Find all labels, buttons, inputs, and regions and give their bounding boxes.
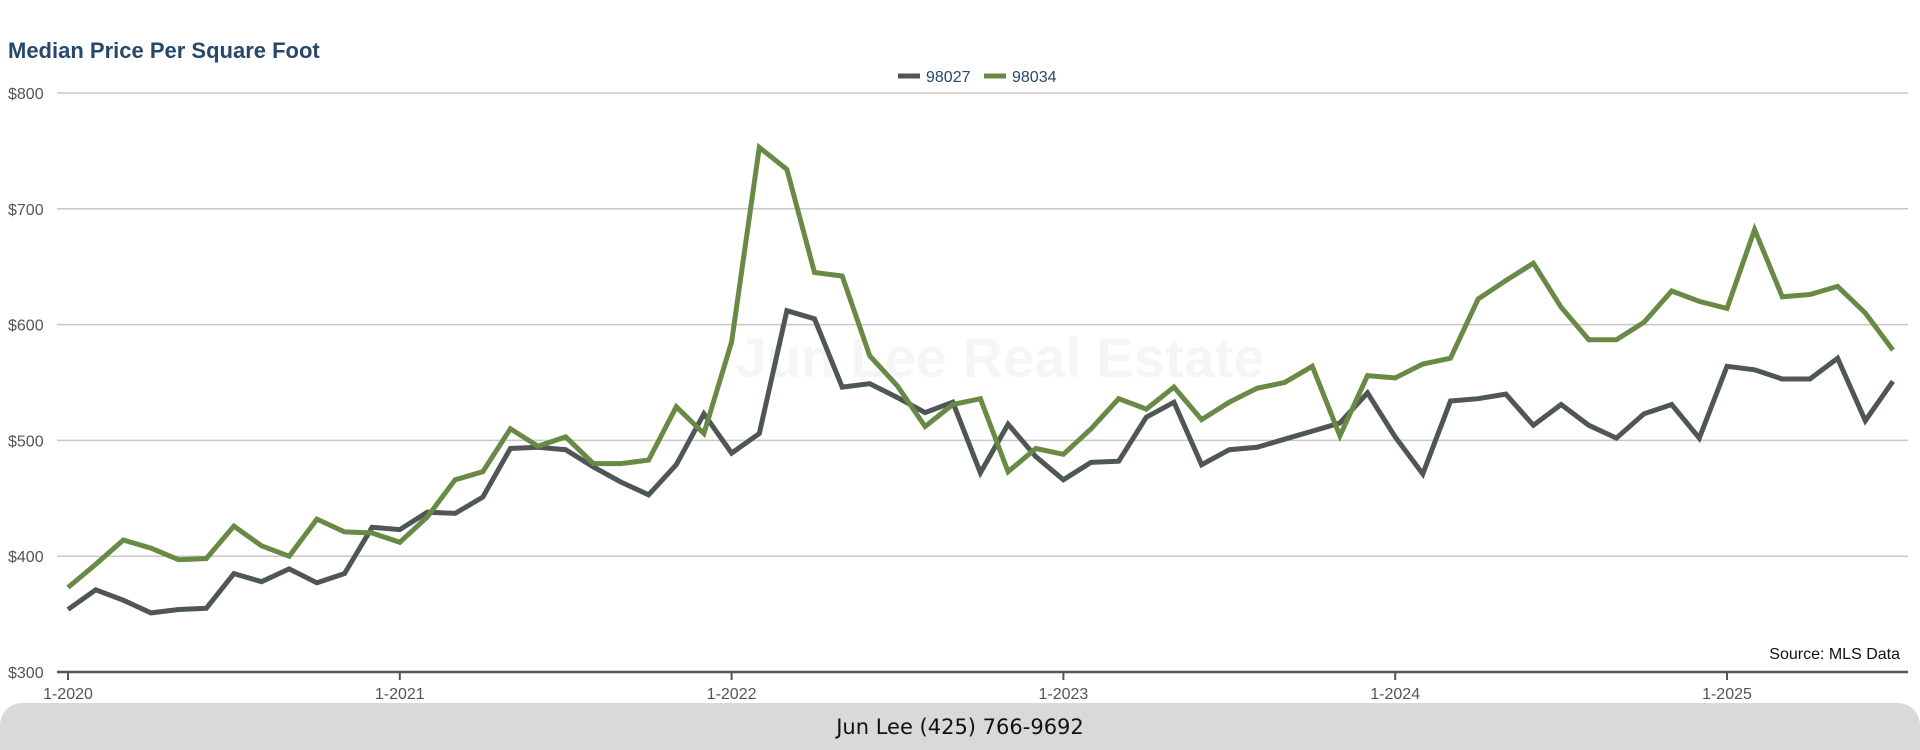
y-axis-labels: $300 $400 $500 $600 $700 $800 [8, 86, 44, 682]
source-note: Source: MLS Data [1769, 646, 1900, 663]
legend: 98027 98034 [898, 69, 1057, 86]
footer-contact: Jun Lee (425) 766-9692 [836, 714, 1084, 739]
y-tick-label: $500 [8, 433, 44, 450]
x-tick-label: 1-2022 [707, 686, 757, 703]
y-tick-label: $300 [8, 665, 44, 682]
y-tick-label: $600 [8, 318, 44, 335]
chart-title: Median Price Per Square Foot [8, 38, 320, 63]
legend-label-98027: 98027 [926, 69, 971, 86]
line-chart: Median Price Per Square Foot $300 $400 $50… [8, 38, 1908, 703]
series-lines [66, 142, 1895, 616]
grid-lines [57, 92, 1908, 557]
y-tick-label: $700 [8, 202, 44, 219]
y-tick-label: $800 [8, 86, 44, 103]
watermark: Jun Lee Real Estate [735, 326, 1264, 389]
x-tick-label: 1-2021 [375, 686, 425, 703]
footer-contact-bar: Jun Lee (425) 766-9692 [0, 703, 1920, 750]
y-tick-label: $400 [8, 549, 44, 566]
series-line-98034 [66, 142, 1895, 590]
legend-label-98034: 98034 [1012, 69, 1057, 86]
series-line-98027 [66, 307, 1895, 616]
x-tick-label: 1-2020 [43, 686, 93, 703]
x-tick-label: 1-2024 [1370, 686, 1420, 703]
x-tick-label: 1-2025 [1702, 686, 1752, 703]
x-tick-label: 1-2023 [1038, 686, 1088, 703]
x-axis: 1-2020 1-2021 1-2022 1-2023 1-2024 1-2025 [43, 670, 1908, 703]
